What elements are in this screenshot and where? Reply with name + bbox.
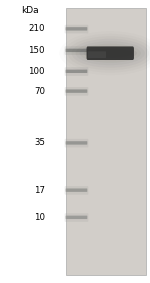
Ellipse shape xyxy=(88,49,133,58)
FancyBboxPatch shape xyxy=(88,51,106,58)
FancyBboxPatch shape xyxy=(65,213,88,222)
Text: 100: 100 xyxy=(28,67,45,76)
Text: 17: 17 xyxy=(34,186,45,195)
FancyBboxPatch shape xyxy=(65,139,88,147)
FancyBboxPatch shape xyxy=(66,49,87,52)
FancyBboxPatch shape xyxy=(66,27,87,31)
Text: 210: 210 xyxy=(28,24,45,33)
Text: 10: 10 xyxy=(34,213,45,222)
FancyBboxPatch shape xyxy=(66,188,87,192)
Text: kDa: kDa xyxy=(21,6,39,15)
FancyBboxPatch shape xyxy=(65,46,88,55)
FancyBboxPatch shape xyxy=(65,87,88,96)
FancyBboxPatch shape xyxy=(66,216,87,219)
FancyBboxPatch shape xyxy=(65,67,88,76)
Text: 150: 150 xyxy=(28,46,45,55)
Text: 70: 70 xyxy=(34,87,45,96)
FancyBboxPatch shape xyxy=(66,70,87,73)
Text: 35: 35 xyxy=(34,138,45,147)
FancyBboxPatch shape xyxy=(65,25,88,33)
FancyBboxPatch shape xyxy=(66,141,87,145)
Bar xyxy=(66,8,146,275)
FancyBboxPatch shape xyxy=(87,46,134,60)
FancyBboxPatch shape xyxy=(66,89,87,93)
Ellipse shape xyxy=(84,46,137,60)
FancyBboxPatch shape xyxy=(65,186,88,195)
